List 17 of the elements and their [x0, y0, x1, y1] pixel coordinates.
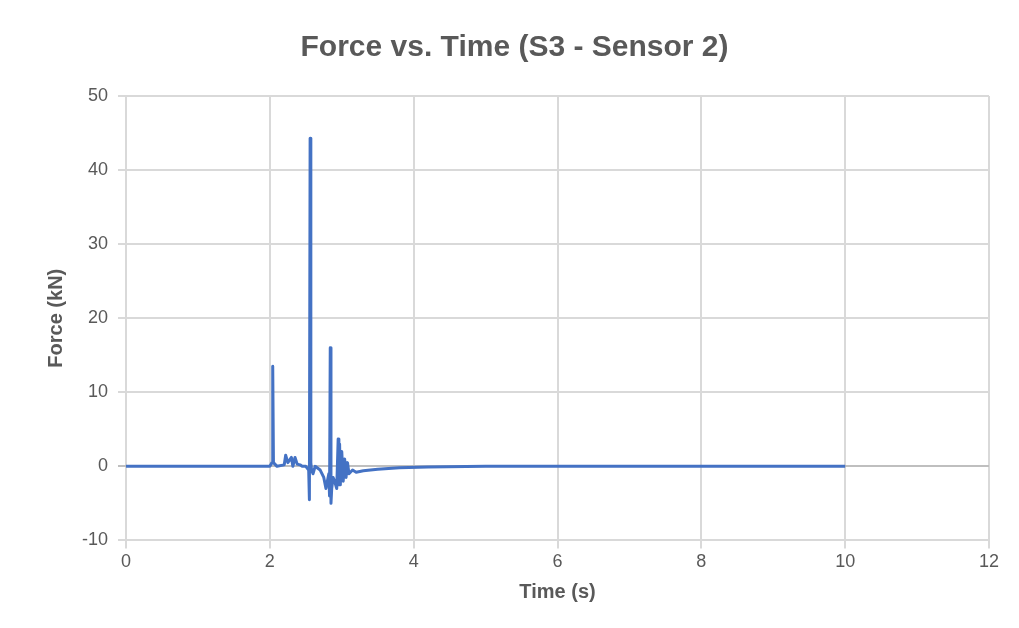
y-tick-label: 50 [87, 84, 109, 105]
x-tick-label: 0 [121, 551, 132, 572]
x-tick-label: 6 [552, 551, 563, 572]
y-tick-label: 10 [87, 381, 109, 402]
chart-title: Force vs. Time (S3 - Sensor 2) [300, 29, 729, 63]
x-axis-title: Time (s) [519, 579, 596, 602]
x-tick-label: 2 [264, 551, 275, 572]
x-tick-label: 8 [696, 551, 707, 572]
y-tick-label: 0 [98, 455, 109, 476]
x-tick-label: 10 [835, 551, 856, 572]
y-tick-label: 40 [87, 159, 109, 180]
y-tick-label: -10 [82, 529, 109, 550]
y-tick-label: 30 [87, 233, 109, 254]
x-tick-label: 4 [408, 551, 419, 572]
x-tick-label: 12 [978, 551, 1000, 572]
y-axis-title: Force (kN) [43, 268, 66, 368]
y-tick-label: 20 [87, 307, 109, 328]
